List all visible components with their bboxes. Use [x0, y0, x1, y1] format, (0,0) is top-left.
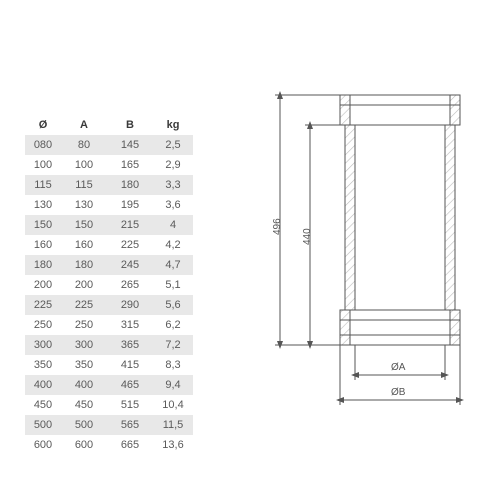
dim-height-inner: 440: [302, 228, 313, 245]
table-row: 080801452,5: [25, 135, 193, 155]
header-kg: kg: [153, 115, 193, 135]
cell-d: 350: [25, 355, 61, 375]
cell-a: 300: [61, 335, 107, 355]
cell-d: 100: [25, 155, 61, 175]
header-a: A: [61, 115, 107, 135]
dim-height-total: 496: [272, 218, 283, 235]
table-header-row: Ø A B kg: [25, 115, 193, 135]
table-row: 3503504158,3: [25, 355, 193, 375]
cell-kg: 5,1: [153, 275, 193, 295]
header-b: B: [107, 115, 153, 135]
cell-d: 600: [25, 435, 61, 455]
cell-kg: 4,7: [153, 255, 193, 275]
cell-d: 160: [25, 235, 61, 255]
technical-drawing: 496 440 ØA ØB: [245, 85, 490, 425]
table-row: 1001001652,9: [25, 155, 193, 175]
table-row: 1601602254,2: [25, 235, 193, 255]
dim-dia-outer: ØB: [391, 387, 405, 398]
cell-kg: 8,3: [153, 355, 193, 375]
cell-kg: 10,4: [153, 395, 193, 415]
cell-a: 150: [61, 215, 107, 235]
cell-kg: 3,6: [153, 195, 193, 215]
cell-b: 245: [107, 255, 153, 275]
table-row: 50050056511,5: [25, 415, 193, 435]
cell-a: 500: [61, 415, 107, 435]
cell-b: 195: [107, 195, 153, 215]
cell-b: 465: [107, 375, 153, 395]
cell-b: 365: [107, 335, 153, 355]
cell-a: 250: [61, 315, 107, 335]
cell-d: 080: [25, 135, 61, 155]
table-row: 1301301953,6: [25, 195, 193, 215]
cell-d: 400: [25, 375, 61, 395]
table-row: 2502503156,2: [25, 315, 193, 335]
cell-a: 450: [61, 395, 107, 415]
cell-a: 115: [61, 175, 107, 195]
cell-d: 200: [25, 275, 61, 295]
cell-kg: 3,3: [153, 175, 193, 195]
cell-kg: 5,6: [153, 295, 193, 315]
cell-a: 200: [61, 275, 107, 295]
cell-kg: 2,5: [153, 135, 193, 155]
cell-kg: 11,5: [153, 415, 193, 435]
cell-a: 600: [61, 435, 107, 455]
cell-d: 300: [25, 335, 61, 355]
cell-b: 290: [107, 295, 153, 315]
cell-a: 400: [61, 375, 107, 395]
cell-b: 265: [107, 275, 153, 295]
cell-b: 215: [107, 215, 153, 235]
cell-b: 180: [107, 175, 153, 195]
cell-a: 225: [61, 295, 107, 315]
cell-a: 130: [61, 195, 107, 215]
cell-d: 225: [25, 295, 61, 315]
cell-b: 165: [107, 155, 153, 175]
cell-b: 315: [107, 315, 153, 335]
cell-kg: 2,9: [153, 155, 193, 175]
cell-a: 100: [61, 155, 107, 175]
table-row: 4004004659,4: [25, 375, 193, 395]
spec-table: Ø A B kg 080801452,51001001652,911511518…: [25, 115, 193, 455]
cell-kg: 9,4: [153, 375, 193, 395]
cell-b: 225: [107, 235, 153, 255]
cell-kg: 7,2: [153, 335, 193, 355]
cell-b: 415: [107, 355, 153, 375]
table-row: 1501502154: [25, 215, 193, 235]
header-diameter: Ø: [25, 115, 61, 135]
dim-dia-inner: ØA: [391, 362, 405, 373]
table-row: 1151151803,3: [25, 175, 193, 195]
table-row: 45045051510,4: [25, 395, 193, 415]
cell-d: 150: [25, 215, 61, 235]
table-row: 2252252905,6: [25, 295, 193, 315]
cell-d: 250: [25, 315, 61, 335]
cell-d: 115: [25, 175, 61, 195]
cell-b: 665: [107, 435, 153, 455]
table-row: 3003003657,2: [25, 335, 193, 355]
cell-d: 180: [25, 255, 61, 275]
cell-kg: 13,6: [153, 435, 193, 455]
cell-b: 515: [107, 395, 153, 415]
cell-d: 130: [25, 195, 61, 215]
cell-a: 350: [61, 355, 107, 375]
cell-a: 160: [61, 235, 107, 255]
cell-a: 180: [61, 255, 107, 275]
cell-kg: 4,2: [153, 235, 193, 255]
cell-a: 80: [61, 135, 107, 155]
cell-kg: 6,2: [153, 315, 193, 335]
cell-kg: 4: [153, 215, 193, 235]
table-row: 1801802454,7: [25, 255, 193, 275]
cell-d: 500: [25, 415, 61, 435]
table-row: 2002002655,1: [25, 275, 193, 295]
cell-b: 565: [107, 415, 153, 435]
table-row: 60060066513,6: [25, 435, 193, 455]
cell-b: 145: [107, 135, 153, 155]
cell-d: 450: [25, 395, 61, 415]
